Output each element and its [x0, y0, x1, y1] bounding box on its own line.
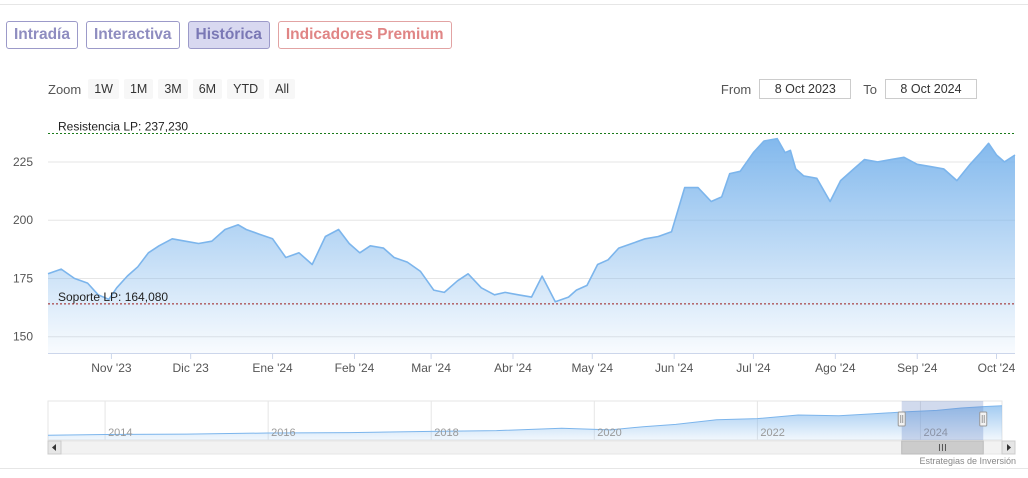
arrow-left-icon — [52, 444, 56, 451]
x-tick-label: Abr '24 — [494, 361, 532, 375]
navigator-handle-right[interactable] — [979, 411, 988, 427]
navigator-year-label: 2022 — [760, 427, 784, 439]
navigator-year-label: 2016 — [271, 427, 295, 439]
bottom-divider — [0, 468, 1028, 469]
navigator-line — [47, 405, 1003, 436]
tab-indicadores-premium[interactable]: Indicadores Premium — [277, 21, 452, 49]
x-tick-label: Dic '23 — [173, 361, 210, 375]
from-label: From — [720, 81, 752, 97]
zoom-6m-button[interactable]: 6M — [192, 79, 223, 99]
x-tick-label: Jul '24 — [736, 361, 771, 375]
zoom-all-button[interactable]: All — [269, 79, 296, 99]
zoom-controls: Zoom 1W 1M 3M 6M YTD All — [48, 79, 296, 99]
navigator-year-label: 2018 — [434, 427, 458, 439]
x-tick-label: May '24 — [571, 361, 613, 375]
zoom-1m-button[interactable]: 1M — [123, 79, 154, 99]
x-tick-label: Nov '23 — [91, 361, 132, 375]
to-label: To — [863, 81, 877, 97]
arrow-right-icon — [1007, 444, 1011, 451]
top-divider — [0, 4, 1028, 5]
y-tick-label: 225 — [13, 155, 33, 169]
resistance-label: Resistencia LP: 237,230 — [58, 119, 188, 133]
y-tick-label: 200 — [13, 213, 33, 227]
tab-interactiva[interactable]: Interactiva — [85, 21, 180, 49]
navigator-selection — [901, 401, 984, 440]
x-tick-label: Ago '24 — [815, 361, 856, 375]
chart-credit: Estrategias de Inversión — [919, 456, 1016, 466]
navigator-year-label: 2014 — [108, 427, 132, 439]
from-date-input[interactable]: 8 Oct 2023 — [759, 79, 852, 99]
y-tick-label: 175 — [13, 271, 33, 285]
tab-intradia[interactable]: Intradía — [6, 21, 78, 49]
x-tick-label: Oct '24 — [978, 361, 1016, 375]
navigator-year-label: 2020 — [597, 427, 621, 439]
navigator-area — [48, 405, 1002, 440]
date-range: From 8 Oct 2023 To 8 Oct 2024 — [721, 79, 977, 99]
x-tick-label: Ene '24 — [252, 361, 293, 375]
navigator-handle-left[interactable] — [897, 411, 906, 427]
zoom-3m-button[interactable]: 3M — [158, 79, 188, 99]
price-area-fill — [48, 138, 1015, 353]
chart-tabs: Intradía Interactiva Histórica Indicador… — [6, 21, 452, 49]
zoom-label: Zoom — [48, 81, 82, 97]
zoom-1w-button[interactable]: 1W — [88, 79, 119, 99]
navigator-year-label: 2024 — [923, 427, 947, 439]
x-tick-label: Sep '24 — [897, 361, 938, 375]
tab-historica[interactable]: Histórica — [187, 21, 270, 49]
x-tick-label: Jun '24 — [655, 361, 694, 375]
scrollbar-track — [47, 440, 1016, 455]
to-date-input[interactable]: 8 Oct 2024 — [885, 79, 977, 99]
support-label: Soporte LP: 164,080 — [58, 290, 168, 304]
price-line — [47, 137, 1016, 303]
zoom-ytd-button[interactable]: YTD — [227, 79, 265, 99]
x-tick-label: Feb '24 — [335, 361, 375, 375]
y-tick-label: 150 — [13, 330, 33, 344]
x-tick-label: Mar '24 — [411, 361, 451, 375]
